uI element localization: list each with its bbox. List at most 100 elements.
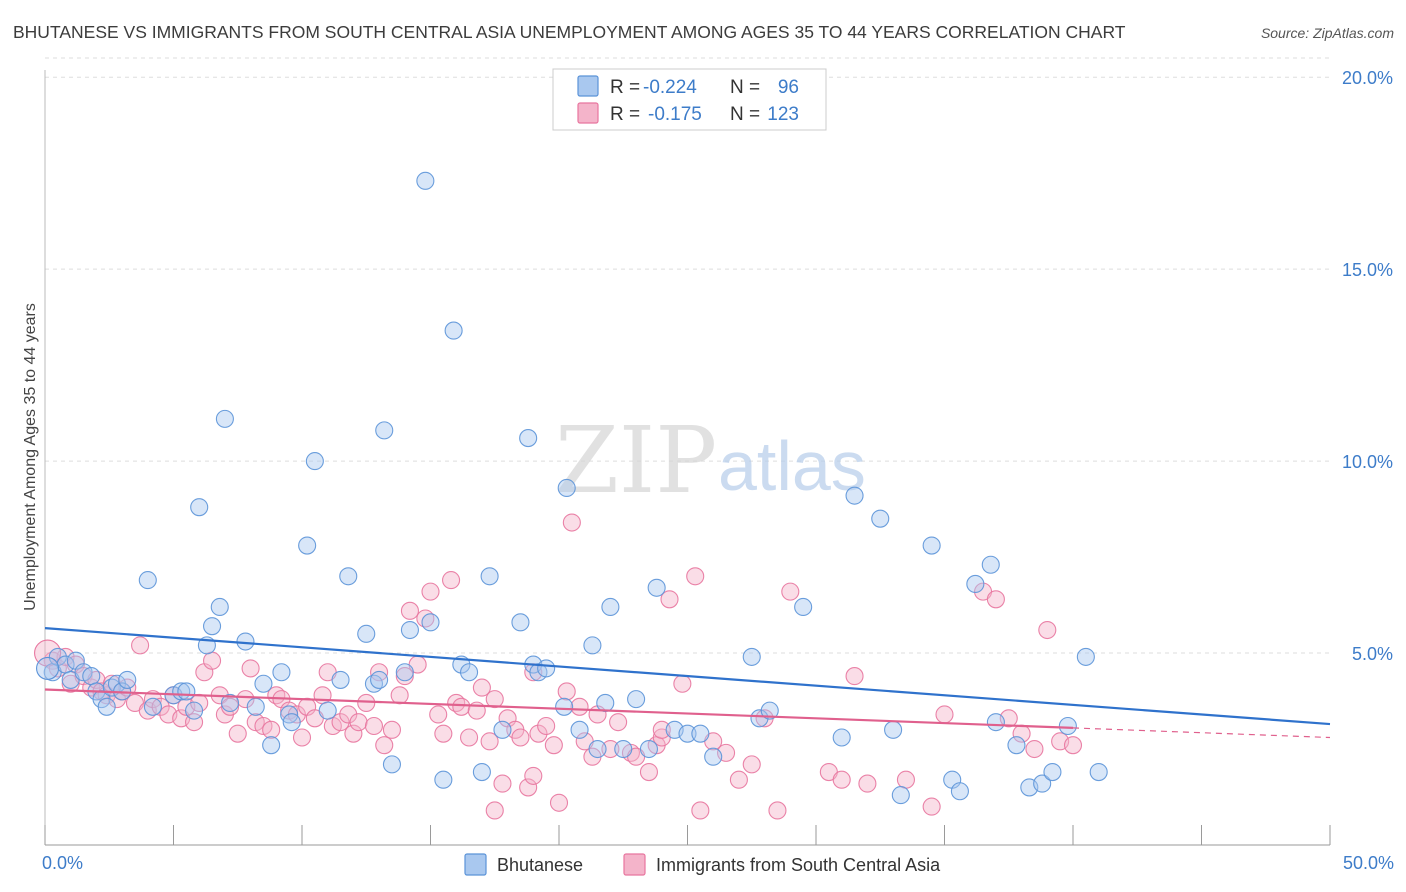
watermark-atlas: atlas [718, 427, 866, 505]
legend-label-immigrants: Immigrants from South Central Asia [656, 855, 941, 875]
stats-r-value-pink: -0.175 [648, 104, 702, 125]
immigrants-point [493, 774, 512, 793]
immigrants-point [519, 778, 538, 797]
bhutanese-point [185, 701, 204, 720]
immigrants-point [544, 736, 563, 755]
stats-n-value-blue: 96 [778, 77, 799, 98]
bhutanese-point [254, 674, 273, 693]
immigrants-point [485, 690, 504, 709]
bhutanese-point [639, 739, 659, 759]
bhutanese-point [357, 624, 376, 643]
immigrants-point [768, 801, 787, 820]
bhutanese-point [627, 690, 646, 709]
bhutanese-point [421, 613, 440, 632]
immigrants-point [357, 693, 376, 713]
stats-legend: R = -0.224 N = 96 R = -0.175 N = 123 [552, 68, 827, 131]
immigrants-point [480, 732, 499, 751]
immigrants-point [390, 686, 409, 705]
immigrants-trend-extension [1072, 727, 1331, 739]
bhutanese-point [177, 682, 196, 701]
gridlines [45, 57, 1330, 654]
bhutanese-point [444, 321, 463, 340]
immigrants-point [832, 770, 851, 789]
immigrants-point [400, 601, 419, 620]
immigrants-point [652, 720, 671, 739]
immigrants-point [673, 674, 692, 693]
stats-legend-pink-swatch [577, 102, 599, 124]
immigrants-point [511, 728, 530, 747]
immigrants-point [537, 716, 556, 736]
bhutanese-point [760, 701, 779, 720]
y-tick-label: 10.0% [1342, 452, 1393, 472]
x-tick-max: 50.0% [1343, 853, 1394, 873]
bhutanese-point [922, 536, 941, 555]
bhutanese-point [382, 755, 402, 774]
bhutanese-point [884, 720, 903, 739]
immigrants-point [262, 720, 281, 739]
bhutanese-trend-line [44, 626, 1331, 726]
bhutanese-point [97, 697, 116, 716]
immigrants-point [557, 682, 576, 701]
bhutanese-point [1043, 763, 1062, 782]
immigrants-point [729, 770, 748, 789]
immigrants-point [742, 755, 761, 774]
bhutanese-point [519, 429, 538, 448]
immigrants-point [375, 736, 394, 755]
immigrants-point [292, 728, 312, 747]
stats-r-label-blue: R = [610, 77, 640, 98]
blue-series-points [36, 171, 1108, 805]
bhutanese-point [339, 567, 358, 586]
immigrants-point [151, 697, 170, 716]
immigrants-point [370, 663, 389, 682]
bhutanese-point [143, 697, 162, 716]
x-tick-min: 0.0% [42, 853, 83, 873]
immigrants-point [220, 697, 240, 716]
bhutanese-point [400, 620, 419, 640]
bhutanese-point [832, 728, 851, 747]
bhutanese-point [36, 656, 60, 680]
immigrants-point [344, 724, 363, 743]
bhutanese-point [118, 670, 137, 689]
stats-n-value-pink: 123 [767, 104, 799, 125]
immigrants-point [331, 713, 350, 732]
immigrants-point [442, 571, 461, 590]
bhutanese-point [511, 613, 530, 632]
bhutanese-point [138, 571, 157, 590]
bhutanese-point [272, 663, 291, 682]
bhutanese-point [966, 574, 985, 593]
immigrants-point [429, 705, 448, 724]
bhutanese-point [395, 663, 414, 682]
immigrants-point [382, 720, 402, 739]
immigrants-point [339, 705, 358, 724]
bhutanese-point [434, 770, 453, 789]
stats-legend-blue-swatch [577, 75, 599, 97]
bhutanese-point [203, 617, 222, 636]
y-tick-label: 20.0% [1342, 68, 1393, 88]
bhutanese-point [588, 739, 607, 759]
x-ticks [44, 825, 1331, 845]
stats-r-value-blue: -0.224 [643, 77, 697, 98]
watermark: ZIP atlas [555, 407, 866, 514]
stats-n-label-pink: N = [730, 104, 760, 125]
bhutanese-point [1007, 736, 1026, 755]
immigrants-point [395, 667, 414, 686]
immigrants-point [452, 697, 471, 716]
immigrants-point [781, 582, 800, 601]
immigrants-point [485, 801, 504, 820]
y-tick-label: 15.0% [1342, 260, 1393, 280]
chart-source: Source: ZipAtlas.com [1261, 25, 1394, 41]
bhutanese-point [704, 747, 723, 766]
bhutanese-point [986, 713, 1005, 732]
immigrants-point [131, 636, 150, 655]
bhutanese-point [891, 786, 910, 805]
immigrants-point [845, 667, 864, 686]
immigrants-point [896, 770, 916, 789]
immigrants-point [364, 716, 384, 736]
bhutanese-point [375, 421, 394, 440]
immigrants-point [691, 801, 710, 820]
immigrants-trend-line [44, 688, 1074, 730]
bhutanese-point [416, 171, 435, 190]
bhutanese-point [82, 667, 101, 686]
bhutanese-point [614, 739, 633, 759]
immigrants-point [434, 724, 453, 743]
